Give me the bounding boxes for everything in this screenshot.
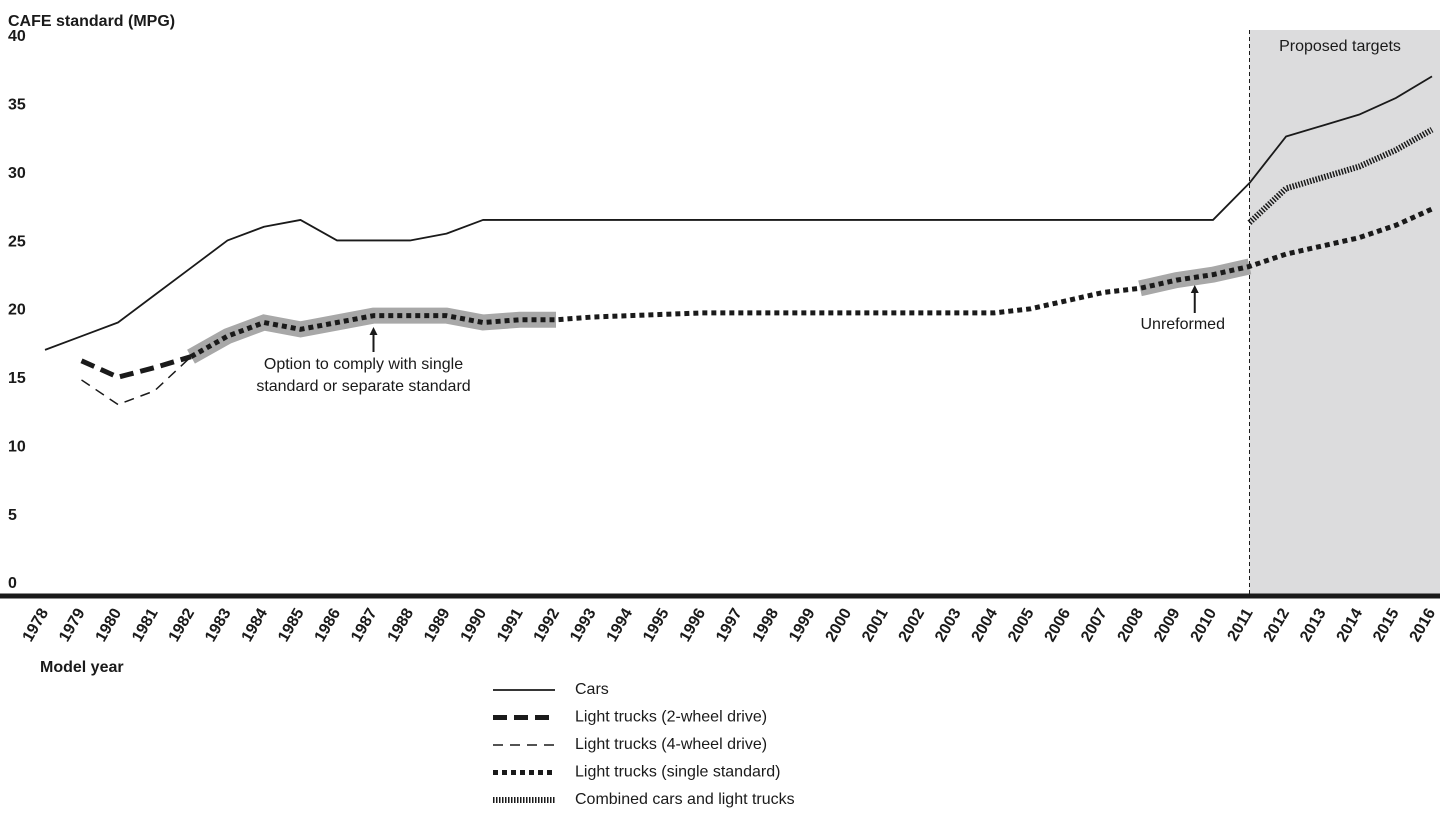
x-tick-label: 1998 [750,606,783,645]
x-tick-label: 2009 [1151,606,1184,645]
shaded-label: Proposed targets [1279,38,1401,55]
y-tick-label: 5 [8,507,17,524]
shaded-region [1250,30,1440,596]
x-tick-label: 2015 [1370,606,1403,645]
x-tick-label: 2003 [932,606,965,645]
y-tick-label: 35 [8,97,26,114]
x-tick-label: 1979 [56,606,89,645]
x-axis-label: Model year [40,659,124,676]
x-tick-label: 2005 [1005,606,1038,645]
x-tick-label: 1996 [677,606,710,645]
x-tick-label: 2011 [1225,606,1257,645]
series-line [45,76,1432,350]
x-tick-label: 1985 [275,606,308,645]
annotation: standard or separate standard [256,378,470,395]
legend-label: Cars [575,681,609,698]
x-tick-label: 1994 [604,606,637,645]
x-tick-label: 1990 [458,606,491,645]
x-tick-label: 2014 [1334,606,1367,645]
y-tick-label: 40 [8,28,26,45]
x-tick-label: 2000 [823,606,856,645]
legend-label: Light trucks (4-wheel drive) [575,736,767,753]
x-tick-label: 2008 [1115,606,1148,645]
x-tick-label: 2013 [1297,606,1330,645]
x-tick-label: 1999 [786,606,819,645]
y-tick-label: 15 [8,370,26,387]
x-tick-label: 2002 [896,606,929,645]
x-tick-label: 1978 [20,606,53,645]
x-tick-label: 2012 [1261,606,1294,645]
x-tick-label: 1984 [239,606,272,645]
x-tick-label: 1988 [385,606,418,645]
x-tick-label: 1993 [567,606,600,645]
x-tick-label: 1997 [713,606,746,645]
y-tick-label: 30 [8,165,26,182]
legend-label: Light trucks (single standard) [575,764,780,781]
x-tick-label: 1995 [640,606,673,645]
x-tick-label: 2001 [859,606,892,645]
annotation: Option to comply with single [264,356,463,373]
x-tick-label: 1980 [93,606,126,645]
x-tick-label: 2004 [969,606,1002,645]
x-tick-label: 2006 [1042,606,1075,645]
x-tick-label: 1991 [494,606,527,645]
x-tick-label: 1986 [312,606,345,645]
y-tick-label: 0 [8,575,17,592]
x-tick-label: 1982 [166,606,199,645]
legend-label: Combined cars and light trucks [575,791,795,808]
y-tick-label: 20 [8,302,26,319]
series-line [82,357,192,378]
x-tick-label: 1992 [531,606,564,645]
y-tick-label: 10 [8,438,26,455]
y-tick-label: 25 [8,233,26,250]
arrow-head [370,327,378,335]
arrow-head [1191,285,1199,293]
x-tick-label: 2007 [1078,606,1111,645]
series-line [82,357,192,405]
annotation: Unreformed [1141,316,1225,333]
x-tick-label: 2016 [1407,606,1440,645]
y-axis-label: CAFE standard (MPG) [8,13,175,30]
x-tick-label: 2010 [1188,606,1221,645]
x-tick-label: 1987 [348,606,381,645]
x-tick-label: 1983 [202,606,235,645]
x-tick-label: 1989 [421,606,454,645]
x-tick-label: 1981 [129,606,162,645]
legend-label: Light trucks (2-wheel drive) [575,709,767,726]
